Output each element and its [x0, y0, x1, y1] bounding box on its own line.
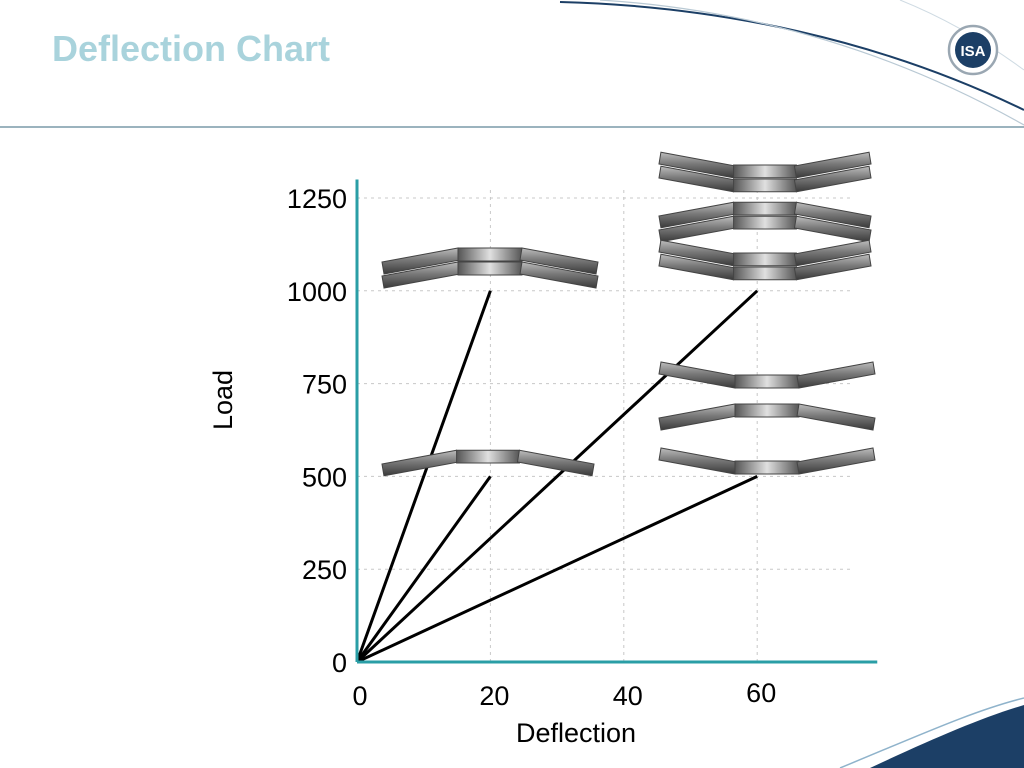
- x-tick-label: 40: [613, 681, 643, 711]
- x-tick-label: 0: [352, 681, 367, 711]
- series-line: [355, 289, 759, 664]
- series-line: [355, 475, 492, 663]
- logo-text: ISA: [960, 43, 985, 60]
- y-tick-label: 0: [332, 648, 347, 678]
- y-tick-label: 1000: [287, 277, 347, 307]
- y-axis-label: Load: [208, 370, 238, 430]
- disc-spring-series-pair-icon: [658, 361, 876, 475]
- chart-series: [355, 289, 759, 664]
- isa-logo-icon: ISA: [947, 24, 999, 76]
- y-tick-label: 500: [302, 462, 347, 492]
- x-axis-label: Deflection: [516, 718, 636, 748]
- tick-labels: 0 250 500 750 1000 1250 0 20 40 60: [287, 184, 776, 711]
- page-title: Deflection Chart: [52, 28, 331, 69]
- disc-spring-series-parallel-stack-icon: [658, 151, 872, 281]
- y-tick-label: 250: [302, 555, 347, 585]
- x-tick-label: 60: [746, 678, 776, 708]
- footer-swoosh: [839, 697, 1024, 768]
- chart-axes: [355, 179, 878, 664]
- y-tick-label: 1250: [287, 184, 347, 214]
- x-tick-label: 20: [479, 681, 509, 711]
- series-line: [356, 475, 758, 664]
- deflection-chart: 0 250 500 750 1000 1250 0 20 40 60 Deflection Loa…: [208, 179, 878, 748]
- grid-lines: [357, 187, 853, 662]
- series-line: [355, 290, 492, 663]
- y-tick-label: 750: [302, 370, 347, 400]
